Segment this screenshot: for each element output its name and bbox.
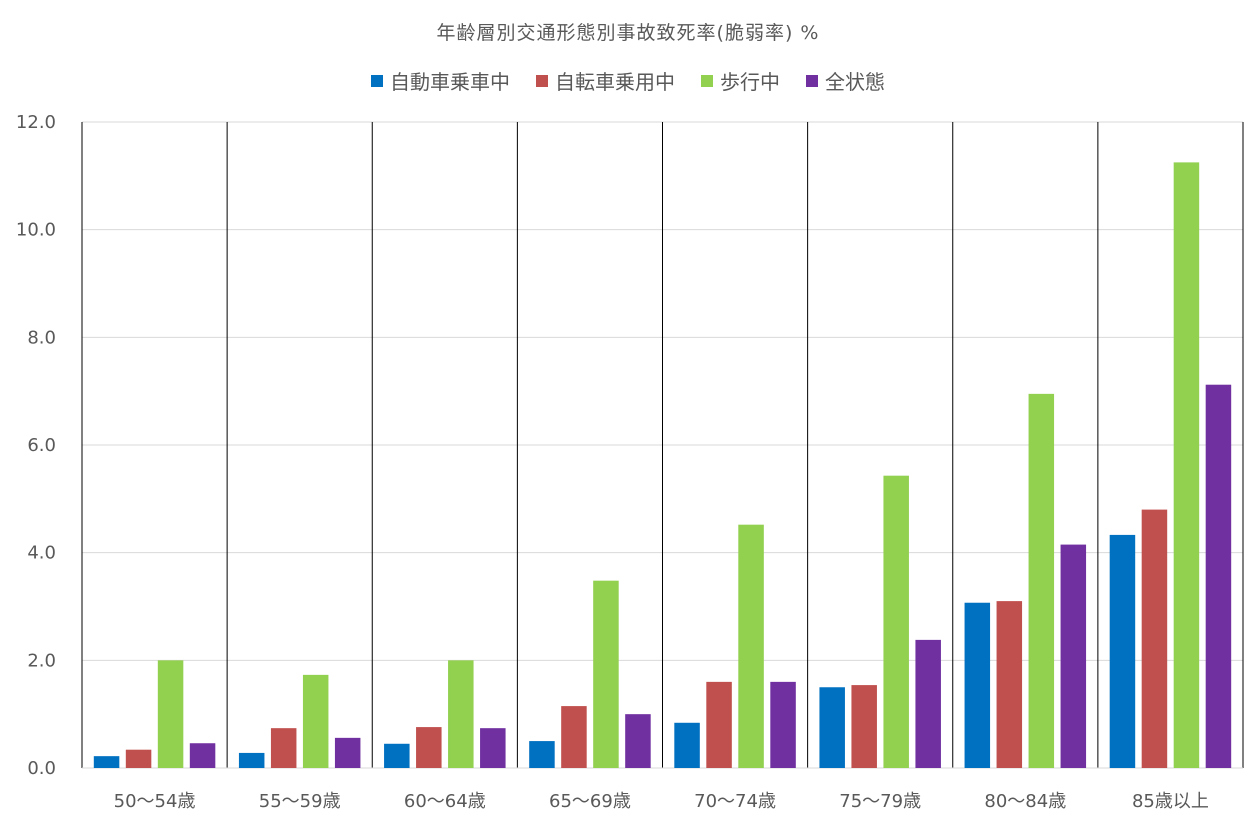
x-tick-label: 60〜64歳 bbox=[404, 791, 486, 812]
chart-title: 年齢層別交通形態別事故致死率(脆弱率) % bbox=[436, 22, 820, 44]
y-tick-label: 8.0 bbox=[27, 327, 56, 348]
bar-0-5 bbox=[819, 687, 845, 768]
legend-swatch-bicycle bbox=[536, 74, 548, 87]
bar-2-4 bbox=[738, 524, 764, 768]
bar-2-1 bbox=[302, 674, 329, 768]
bar-1-2 bbox=[416, 727, 442, 768]
bar-1-5 bbox=[851, 685, 877, 768]
bar-0-4 bbox=[674, 722, 700, 768]
legend-swatch-walking bbox=[701, 74, 713, 87]
bar-0-0 bbox=[93, 756, 120, 768]
bar-3-1 bbox=[334, 737, 361, 768]
bar-3-2 bbox=[480, 728, 506, 768]
bar-3-0 bbox=[189, 743, 216, 768]
legend: 自動車乗車中 自転車乗用中 歩行中 全状態 bbox=[0, 66, 1256, 95]
bar-1-0 bbox=[125, 749, 152, 768]
x-tick-label: 55〜59歳 bbox=[259, 791, 341, 812]
legend-item-walking: 歩行中 bbox=[701, 66, 780, 95]
bar-2-2 bbox=[448, 660, 474, 768]
legend-label-walking: 歩行中 bbox=[720, 70, 780, 94]
legend-swatch-car bbox=[371, 74, 383, 87]
x-tick-label: 75〜79歳 bbox=[839, 791, 921, 812]
legend-label-all: 全状態 bbox=[825, 70, 885, 94]
x-tick-label: 85歳以上 bbox=[1132, 791, 1209, 812]
y-tick-label: 0.0 bbox=[27, 758, 56, 779]
bar-0-1 bbox=[238, 752, 265, 768]
bar-2-5 bbox=[883, 475, 909, 768]
bar-0-6 bbox=[964, 602, 991, 768]
bar-3-3 bbox=[625, 714, 651, 768]
x-tick-label: 70〜74歳 bbox=[694, 791, 776, 812]
bar-3-7 bbox=[1205, 384, 1232, 768]
x-tick-label: 65〜69歳 bbox=[549, 791, 631, 812]
bar-1-7 bbox=[1141, 509, 1168, 768]
bar-1-1 bbox=[270, 728, 297, 768]
legend-item-car: 自動車乗車中 bbox=[371, 66, 510, 95]
bar-1-6 bbox=[996, 601, 1023, 768]
y-tick-label: 12.0 bbox=[16, 112, 56, 133]
bar-2-7 bbox=[1173, 162, 1200, 768]
bar-0-3 bbox=[529, 741, 555, 768]
legend-item-bicycle: 自転車乗用中 bbox=[536, 66, 675, 95]
bar-3-5 bbox=[915, 639, 941, 768]
bar-0-7 bbox=[1109, 534, 1136, 768]
x-tick-label: 50〜54歳 bbox=[114, 791, 196, 812]
y-tick-label: 4.0 bbox=[27, 543, 56, 564]
x-tick-label: 80〜84歳 bbox=[984, 791, 1066, 812]
bar-2-0 bbox=[157, 660, 184, 768]
legend-label-bicycle: 自転車乗用中 bbox=[555, 70, 675, 94]
bar-2-6 bbox=[1028, 393, 1055, 768]
legend-swatch-all bbox=[806, 74, 818, 87]
y-tick-label: 6.0 bbox=[27, 435, 56, 456]
bar-1-4 bbox=[706, 681, 732, 768]
legend-label-car: 自動車乗車中 bbox=[390, 70, 510, 94]
y-tick-label: 2.0 bbox=[27, 650, 56, 671]
bar-2-3 bbox=[593, 580, 619, 768]
bar-3-6 bbox=[1060, 544, 1087, 768]
y-tick-label: 10.0 bbox=[16, 220, 56, 241]
bar-1-3 bbox=[561, 706, 587, 768]
legend-item-all: 全状態 bbox=[806, 66, 885, 95]
bar-0-2 bbox=[384, 743, 410, 768]
bar-3-4 bbox=[770, 681, 796, 768]
